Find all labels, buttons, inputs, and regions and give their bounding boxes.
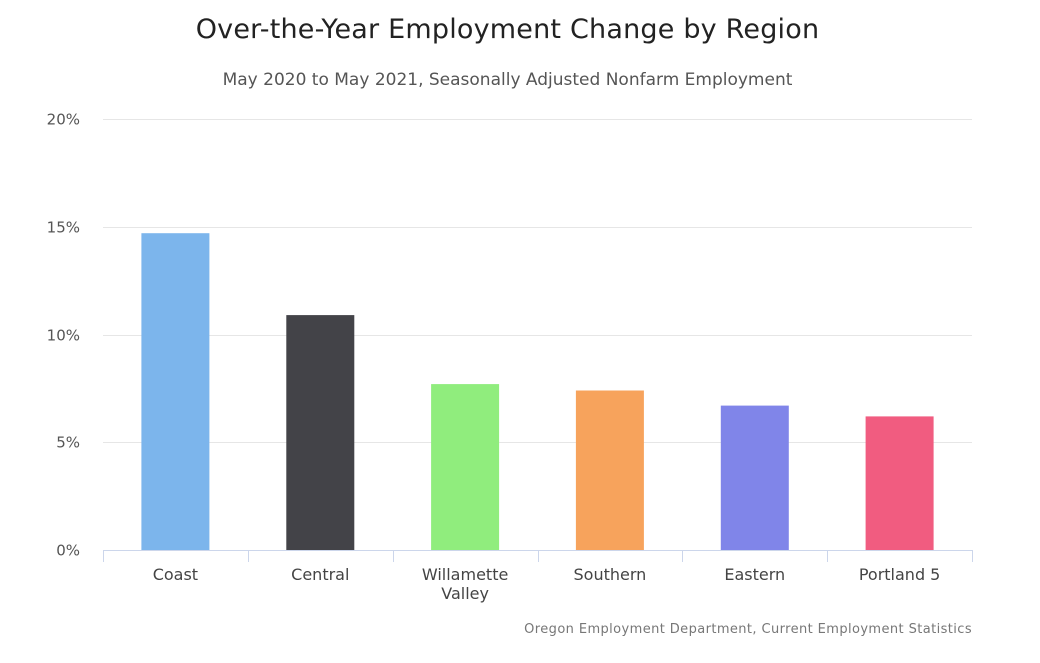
x-axis (103, 550, 973, 562)
x-tick-label: Eastern (724, 565, 785, 584)
y-tick-label: 0% (56, 542, 80, 560)
x-tick-label-line: Southern (574, 565, 647, 584)
y-axis-ticks: 0% 5% 10% 15% 20% (47, 111, 80, 560)
bar-coast[interactable] (141, 233, 210, 550)
bar-willamette-valley[interactable] (431, 384, 500, 550)
chart-title: Over-the-Year Employment Change by Regio… (195, 14, 820, 45)
x-tick-label-line: Coast (153, 565, 198, 584)
x-tick-label: Central (291, 565, 349, 584)
bar-southern[interactable] (575, 390, 644, 551)
bar-portland-5[interactable] (865, 416, 934, 550)
bar-eastern[interactable] (720, 405, 789, 550)
y-tick-label: 10% (47, 327, 80, 345)
x-tick-label-line: Eastern (724, 565, 785, 584)
x-tick-label-line: Valley (441, 584, 489, 603)
chart-credit[interactable]: Oregon Employment Department, Current Em… (524, 622, 972, 637)
x-tick-label-line: Central (291, 565, 349, 584)
bars (141, 233, 934, 551)
x-axis-labels: Coast Central Willamette Valley Southern East… (153, 565, 941, 603)
y-tick-label: 15% (47, 219, 80, 237)
x-tick-label: Southern (574, 565, 647, 584)
x-tick-label: Willamette Valley (422, 565, 508, 603)
y-tick-label: 5% (56, 434, 80, 452)
x-tick-label: Coast (153, 565, 198, 584)
gridlines (103, 119, 972, 443)
bar-central[interactable] (286, 315, 355, 550)
x-tick-label-line: Willamette (422, 565, 508, 584)
chart-subtitle: May 2020 to May 2021, Seasonally Adjuste… (222, 70, 793, 90)
x-tick-label-line: Portland 5 (859, 565, 941, 584)
y-tick-label: 20% (47, 111, 80, 129)
x-tick-label: Portland 5 (859, 565, 941, 584)
